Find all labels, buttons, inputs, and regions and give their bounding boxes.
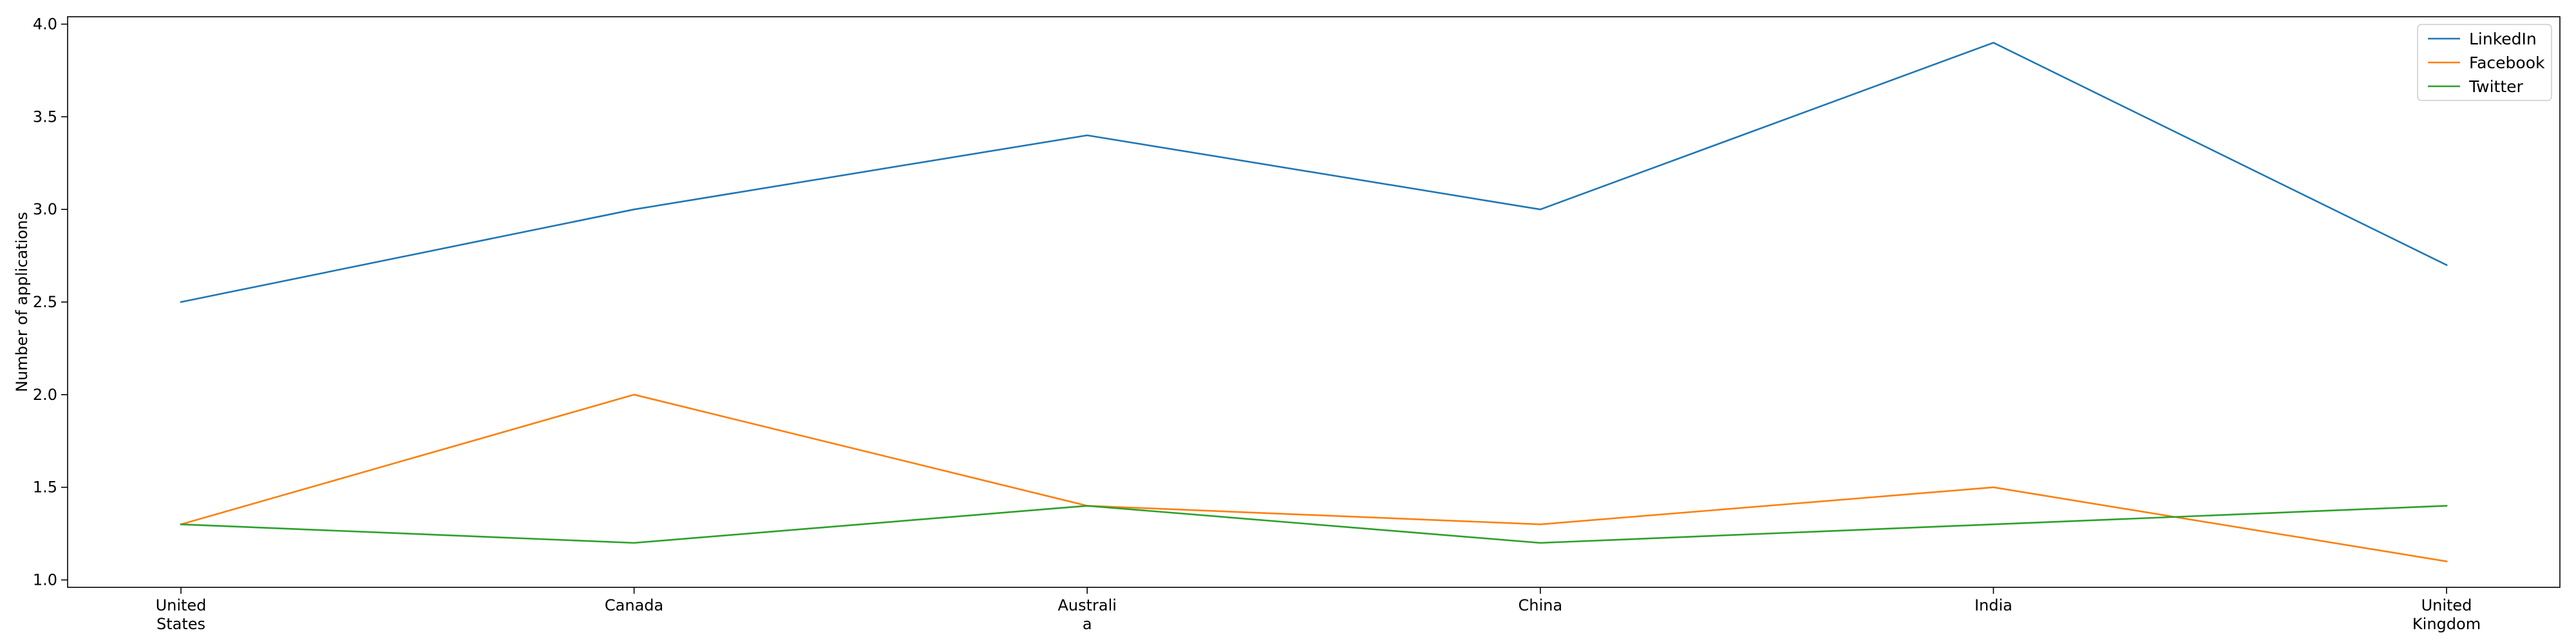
x-tick-label: India (1975, 596, 2012, 614)
legend: LinkedIn Facebook Twitter (2417, 24, 2552, 101)
x-tick-label: Australi a (1057, 596, 1116, 633)
x-tick-label: United Kingdom (2412, 596, 2481, 633)
y-axis-ticks: 1.0 1.5 2.0 2.5 3.0 3.5 4.0 (33, 15, 68, 589)
legend-label: Twitter (2468, 77, 2524, 96)
series-line-twitter (180, 505, 2448, 544)
series-lines (180, 42, 2448, 563)
y-tick-label: 2.0 (33, 386, 57, 404)
x-tick-label: Canada (605, 596, 663, 614)
x-tick-label: United States (156, 596, 207, 633)
y-tick-label: 3.5 (33, 108, 57, 126)
series-line-facebook (180, 393, 2448, 563)
plot-area (67, 16, 2561, 588)
y-tick-label: 4.0 (33, 15, 57, 33)
y-tick-label: 3.0 (33, 200, 57, 218)
x-axis-ticks: United States Canada Australi a China India Uni… (156, 587, 2481, 633)
legend-frame (2417, 24, 2552, 101)
y-tick-label: 1.0 (33, 571, 57, 589)
y-tick-label: 2.5 (33, 293, 57, 311)
y-axis-title: Number of applications (13, 212, 31, 392)
legend-label: Facebook (2469, 53, 2545, 72)
series-line-linkedin (180, 42, 2448, 303)
y-tick-label: 1.5 (33, 478, 57, 497)
legend-label: LinkedIn (2469, 30, 2537, 48)
x-tick-label: China (1519, 596, 1563, 614)
